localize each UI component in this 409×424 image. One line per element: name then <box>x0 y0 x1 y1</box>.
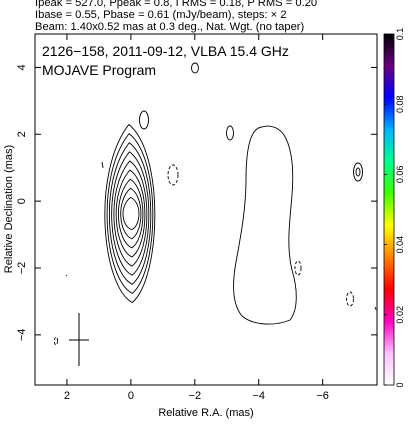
core-contours <box>104 123 156 304</box>
x-axis-ticks: 2 0 −2 −4 −6 <box>64 34 329 402</box>
jet-contour <box>233 125 297 325</box>
colorbar <box>383 33 395 386</box>
beam-marker <box>69 313 89 366</box>
header-line-1: Ipeak = 527.0, Ppeak = 0.8, I RMS = 0.18… <box>35 0 318 9</box>
blob-contour <box>101 161 104 169</box>
blob-contour <box>139 110 149 130</box>
core-contour <box>111 151 150 276</box>
x-axis-title: Relative R.A. (mas) <box>158 407 253 419</box>
header-line-3: Beam: 1.40x0.52 mas at 0.3 deg., Nat. Wg… <box>35 21 305 33</box>
blob-contour <box>355 167 361 177</box>
blob-contour <box>226 125 234 141</box>
core-contour <box>113 160 148 267</box>
core-contour <box>108 142 152 285</box>
core-contour <box>122 196 140 231</box>
x-tick-label: 2 <box>64 390 70 402</box>
x-tick-label: −6 <box>316 390 329 402</box>
x-tick-label: −4 <box>252 390 265 402</box>
y-axis-ticks: 4 2 0 −2 −4 <box>16 64 377 341</box>
negative-contour <box>294 260 302 276</box>
noise-dot <box>65 274 68 277</box>
colorbar-tick-label: 0.04 <box>395 236 405 254</box>
negative-contour <box>54 336 58 346</box>
negative-contour <box>346 291 354 307</box>
core-contour <box>115 169 146 258</box>
colorbar-tick-label: 0.1 <box>395 28 405 41</box>
panel-title: 2126−158, 2011-09-12, VLBA 15.4 GHz <box>42 43 289 59</box>
negative-contours <box>54 164 378 346</box>
y-tick-label: 0 <box>16 198 28 204</box>
colorbar-tick-label: 0 <box>395 382 405 387</box>
colorbar-ticks: 0 0.02 0.04 0.06 0.08 0.1 <box>384 28 405 388</box>
negative-contour <box>374 306 378 313</box>
negative-contour <box>167 164 179 186</box>
core-contour <box>118 178 144 249</box>
colorbar-tick-label: 0.02 <box>395 306 405 324</box>
header-line-2: Ibase = 0.55, Pbase = 0.61 (mJy/beam), s… <box>35 9 287 21</box>
core-contour <box>120 187 142 240</box>
blob-contour <box>191 62 199 74</box>
core-contour <box>106 132 154 294</box>
colorbar-tick-label: 0.08 <box>395 95 405 113</box>
y-axis-title: Relative Declination (mas) <box>3 145 15 273</box>
y-tick-label: 4 <box>16 64 28 70</box>
plot-frame <box>34 33 378 386</box>
core-contour <box>104 123 156 304</box>
blob-contour <box>353 162 363 182</box>
colorbar-tick-label: 0.06 <box>395 166 405 184</box>
y-tick-label: −4 <box>16 329 28 342</box>
panel-program: MOJAVE Program <box>42 62 156 78</box>
x-tick-label: 0 <box>128 390 134 402</box>
x-tick-label: −2 <box>189 390 202 402</box>
y-tick-label: 2 <box>16 131 28 137</box>
y-tick-label: −2 <box>16 262 28 275</box>
